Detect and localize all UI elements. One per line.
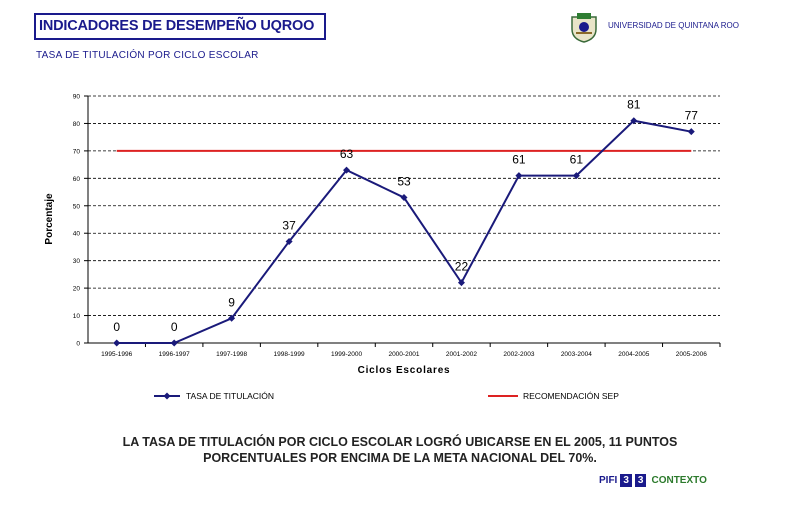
data-point bbox=[687, 128, 695, 136]
legend-label-tasa: TASA DE TITULACIÓN bbox=[186, 391, 274, 401]
data-point bbox=[630, 117, 638, 125]
footer-section-box-1[interactable]: 3 bbox=[620, 474, 632, 487]
data-point bbox=[285, 237, 293, 245]
series-line bbox=[116, 119, 692, 344]
footer-section-box-2[interactable]: 3 bbox=[634, 474, 647, 487]
data-label: 0 bbox=[171, 320, 178, 334]
footer-context-link[interactable]: CONTEXTO bbox=[651, 475, 707, 486]
x-axis-label: Ciclos Escolares bbox=[358, 365, 451, 376]
y-tick-label: 30 bbox=[73, 258, 81, 265]
y-tick-label: 20 bbox=[73, 286, 81, 293]
x-tick-label: 2001-2002 bbox=[446, 351, 477, 358]
x-tick-label: 2004-2005 bbox=[618, 351, 649, 358]
data-point bbox=[515, 172, 523, 180]
data-label: 63 bbox=[340, 147, 354, 161]
x-tick-label: 2000-2001 bbox=[388, 351, 419, 358]
x-tick-label: 2005-2006 bbox=[676, 351, 707, 358]
data-point bbox=[170, 339, 178, 347]
chart-series: 0 0 9 37 63 53 22 61 61 81 77 bbox=[113, 98, 698, 347]
summary-line-2: PORCENTUALES POR ENCIMA DE LA META NACIO… bbox=[203, 451, 597, 465]
x-tick-label: 1998-1999 bbox=[274, 351, 305, 358]
chart-legend: TASA DE TITULACIÓN RECOMENDACIÓN SEP bbox=[154, 391, 619, 401]
y-tick-label: 50 bbox=[73, 203, 81, 210]
data-point bbox=[343, 166, 351, 174]
data-point bbox=[228, 314, 236, 322]
data-point bbox=[113, 339, 121, 347]
data-point bbox=[400, 194, 408, 202]
data-label: 37 bbox=[282, 218, 296, 232]
data-label: 81 bbox=[627, 98, 641, 112]
y-tick-label: 10 bbox=[73, 313, 81, 320]
y-tick-label: 90 bbox=[73, 94, 81, 101]
summary-text: LA TASA DE TITULACIÓN POR CICLO ESCOLAR … bbox=[60, 434, 740, 466]
y-tick-label: 0 bbox=[76, 341, 80, 348]
chart-grid bbox=[84, 95, 720, 344]
x-tick-label: 1997-1998 bbox=[216, 351, 247, 358]
data-point bbox=[572, 172, 580, 180]
y-tick-label: 80 bbox=[73, 121, 81, 128]
x-tick-label: 2003-2004 bbox=[561, 351, 592, 358]
data-label: 53 bbox=[397, 175, 411, 189]
y-tick-label: 60 bbox=[73, 176, 81, 183]
y-tick-label: 40 bbox=[73, 231, 81, 238]
legend-label-sep: RECOMENDACIÓN SEP bbox=[523, 391, 619, 401]
data-point bbox=[457, 279, 465, 287]
x-tick-label: 1999-2000 bbox=[331, 351, 362, 358]
data-label: 0 bbox=[113, 320, 120, 334]
university-name: UNIVERSIDAD DE QUINTANA ROO bbox=[608, 21, 739, 30]
page-subtitle: TASA DE TITULACIÓN POR CICLO ESCOLAR bbox=[36, 50, 259, 61]
data-label: 61 bbox=[512, 153, 526, 167]
footer-nav: PIFI 3 3 CONTEXTO bbox=[599, 474, 707, 487]
footer-prefix: PIFI bbox=[599, 475, 618, 486]
data-label: 9 bbox=[228, 295, 235, 309]
summary-line-1: LA TASA DE TITULACIÓN POR CICLO ESCOLAR … bbox=[122, 435, 678, 449]
y-tick-labels: 0 10 20 30 40 50 60 70 80 90 bbox=[73, 94, 81, 348]
data-label: 61 bbox=[570, 153, 584, 167]
y-axis-label: Porcentaje bbox=[44, 193, 55, 245]
university-seal-icon bbox=[571, 13, 597, 43]
legend-marker-tasa bbox=[163, 392, 171, 400]
x-tick-label: 1995-1996 bbox=[101, 351, 132, 358]
x-tick-label: 2002-2003 bbox=[503, 351, 534, 358]
data-label: 22 bbox=[455, 260, 469, 274]
page-title: INDICADORES DE DESEMPEÑO UQROO bbox=[34, 13, 326, 40]
x-tick-label: 1996-1997 bbox=[159, 351, 190, 358]
data-label: 77 bbox=[685, 109, 699, 123]
x-tick-labels: 1995-1996 1996-1997 1997-1998 1998-1999 1999… bbox=[101, 343, 721, 358]
y-tick-label: 70 bbox=[73, 148, 81, 155]
